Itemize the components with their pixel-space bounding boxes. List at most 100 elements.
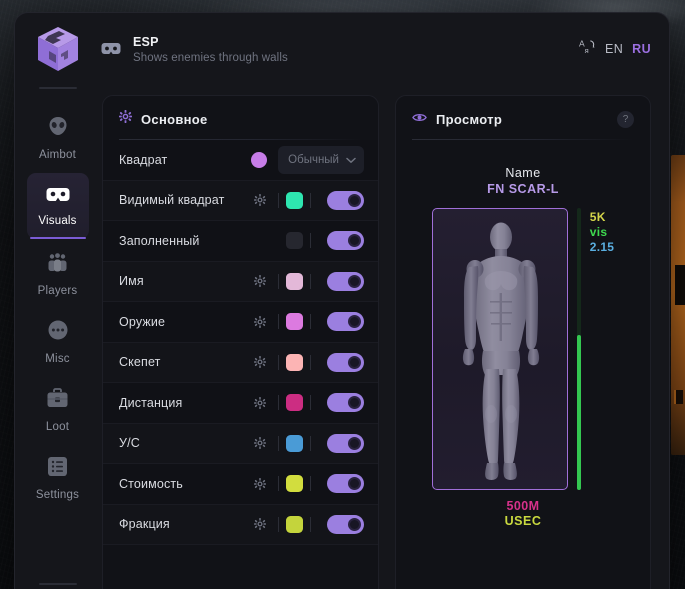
setting-row-controls (249, 514, 364, 534)
setting-row-controls: Обычный (251, 145, 364, 174)
background-game-object (671, 155, 685, 455)
row-gear-icon[interactable] (249, 315, 271, 328)
divider (278, 354, 279, 370)
toggle-switch[interactable] (327, 352, 364, 372)
setting-row: Квадрат Обычный (103, 140, 378, 181)
esp-faction-label: USEC (504, 514, 542, 528)
setting-row: Имя (103, 261, 378, 302)
language-selector[interactable]: A я EN RU (579, 38, 651, 60)
eye-icon (412, 110, 427, 128)
divider (278, 435, 279, 451)
preview-panel: Просмотр ? Name FN SCAR-L (395, 95, 651, 589)
translate-icon: A я (579, 38, 596, 60)
sidebar-item-players[interactable]: Players (27, 241, 89, 307)
sidebar-item-label: Players (37, 284, 78, 297)
lang-option-en[interactable]: EN (604, 42, 624, 56)
sidebar-item-label: Loot (45, 420, 70, 433)
list-icon (47, 456, 68, 482)
divider (278, 395, 279, 411)
toggle-knob (347, 517, 361, 531)
style-dropdown[interactable]: Обычный (278, 145, 364, 174)
divider (310, 354, 311, 370)
divider (278, 476, 279, 492)
color-swatch[interactable] (286, 191, 303, 209)
module-title: ESP (133, 34, 159, 49)
toggle-switch[interactable] (327, 514, 364, 534)
row-gear-icon[interactable] (249, 518, 271, 531)
sidebar-item-settings[interactable]: Settings (27, 445, 89, 511)
preview-panel-header: Просмотр ? (396, 96, 650, 139)
color-swatch[interactable] (286, 313, 303, 331)
settings-rows-scroll[interactable]: Квадрат Обычный Видимый квадрат Заполненный… (103, 140, 378, 589)
sidebar-divider (38, 87, 77, 89)
lang-option-ru[interactable]: RU (632, 42, 651, 56)
toggle-switch[interactable] (327, 271, 364, 291)
divider (310, 435, 311, 451)
toggle-switch[interactable] (327, 433, 364, 453)
setting-row: Видимый квадрат (103, 180, 378, 221)
divider (310, 516, 311, 532)
sidebar-item-label: Visuals (38, 214, 77, 227)
divider (310, 476, 311, 492)
svg-text:я: я (585, 46, 589, 55)
toggle-switch[interactable] (327, 474, 364, 494)
color-swatch[interactable] (286, 515, 303, 533)
sidebar-item-visuals[interactable]: Visuals (26, 173, 89, 239)
setting-row-controls (249, 393, 364, 413)
sidebar-item-label: Settings (35, 488, 80, 501)
toggle-knob (347, 355, 361, 369)
alien-icon (47, 115, 69, 142)
sidebar-item-aimbot[interactable]: Aimbot (27, 105, 89, 171)
goggles-icon (46, 186, 70, 208)
app-window: ESP Shows enemies through walls A я EN R… (14, 12, 670, 589)
row-gear-icon[interactable] (249, 194, 271, 207)
divider (278, 192, 279, 208)
color-swatch[interactable] (286, 475, 303, 493)
row-gear-icon[interactable] (249, 396, 271, 409)
divider (310, 395, 311, 411)
color-swatch[interactable] (286, 232, 303, 250)
style-dropdown-value: Обычный (288, 153, 339, 166)
esp-health-bar (576, 208, 581, 490)
row-gear-icon[interactable] (249, 477, 271, 490)
setting-row-controls (249, 474, 364, 494)
divider (310, 233, 311, 249)
esp-distance-label: 5K (589, 210, 606, 224)
sg-cube-logo-icon (37, 27, 78, 71)
setting-row-label: Квадрат (119, 152, 168, 167)
setting-row: Скепет (103, 342, 378, 383)
row-gear-icon[interactable] (249, 437, 271, 450)
esp-kd-label: 2.15 (589, 240, 615, 254)
row-gear-icon[interactable] (249, 356, 271, 369)
toggle-knob (347, 396, 361, 410)
toggle-switch[interactable] (327, 393, 364, 413)
sidebar-bottom-divider (38, 582, 77, 585)
toggle-switch[interactable] (327, 190, 364, 210)
toggle-knob (347, 193, 361, 207)
sidebar-item-loot[interactable]: Loot (27, 377, 89, 443)
settings-panel: Основное Квадрат Обычный Видимый квадрат За… (102, 95, 379, 589)
toggle-switch[interactable] (327, 231, 364, 251)
esp-bounding-box (431, 208, 568, 490)
sidebar: Aimbot Visuals (15, 85, 100, 589)
setting-row: У/С (103, 423, 378, 464)
color-swatch[interactable] (286, 272, 303, 290)
setting-row-label: Стоимость (119, 476, 183, 491)
color-swatch[interactable] (286, 434, 303, 452)
row-gear-icon[interactable] (249, 275, 271, 288)
setting-row: Заполненный (103, 221, 378, 262)
esp-weapon-label: FN SCAR-L (487, 182, 559, 196)
help-button[interactable]: ? (617, 110, 634, 128)
panels-container: Основное Квадрат Обычный Видимый квадрат За… (100, 85, 669, 589)
setting-row-label: Скепет (119, 355, 161, 370)
sidebar-item-misc[interactable]: Misc (27, 309, 89, 375)
chevron-down-icon (346, 151, 356, 169)
color-swatch[interactable] (286, 353, 303, 371)
setting-row-label: Заполненный (119, 233, 200, 248)
color-swatch[interactable] (251, 151, 268, 168)
window-body: Aimbot Visuals (15, 85, 669, 589)
color-swatch[interactable] (286, 394, 303, 412)
title-bar: ESP Shows enemies through walls A я EN R… (15, 13, 669, 85)
toggle-switch[interactable] (327, 312, 364, 332)
setting-row-label: Имя (119, 274, 144, 289)
